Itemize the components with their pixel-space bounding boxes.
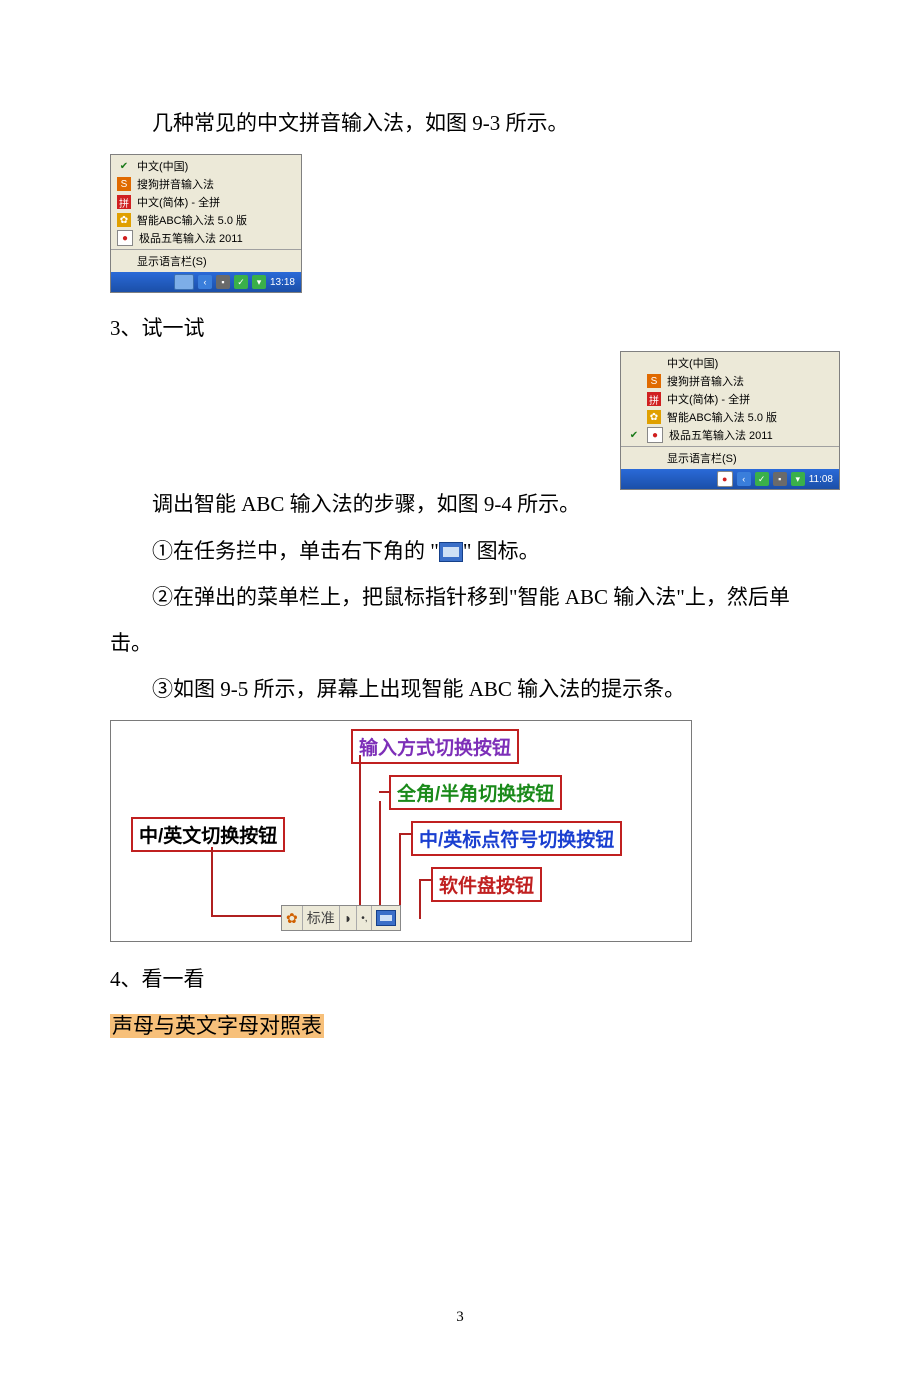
- wubi-icon: ●: [647, 427, 663, 443]
- tray-icon[interactable]: ▾: [252, 275, 266, 289]
- tray-icon[interactable]: ▾: [791, 472, 805, 486]
- wubi-tray-icon[interactable]: ●: [717, 471, 733, 487]
- tray-clock: 11:08: [809, 474, 833, 485]
- ime-menu-label: 极品五笔输入法 2011: [669, 427, 773, 443]
- ime-menu-label: 极品五笔输入法 2011: [139, 230, 243, 246]
- ime-menu-item[interactable]: 拼 中文(简体) - 全拼: [621, 390, 839, 408]
- heading-3: 3、试一试: [110, 305, 810, 351]
- ime-menu-item[interactable]: S 搜狗拼音输入法: [621, 372, 839, 390]
- table-title-text: 声母与英文字母对照表: [110, 1014, 324, 1038]
- taskbar-tray: ● ‹ ✓ ▪ ▾ 11:08: [621, 469, 839, 489]
- blank-icon: [627, 451, 641, 465]
- ime-menu-label: 搜狗拼音输入法: [667, 373, 744, 389]
- quanpin-icon: 拼: [647, 392, 661, 406]
- ime-menu-item[interactable]: ✔ ● 极品五笔输入法 2011: [621, 426, 839, 444]
- ime-menu-label: 智能ABC输入法 5.0 版: [667, 409, 777, 425]
- label-input-mode: 输入方式切换按钮: [351, 729, 519, 764]
- blank-icon: [627, 374, 641, 388]
- ime-menu-item[interactable]: ✔ 中文(中国): [111, 157, 301, 175]
- show-language-bar-label: 显示语言栏(S): [667, 450, 737, 466]
- blank-icon: [627, 410, 641, 424]
- tray-icon[interactable]: ‹: [737, 472, 751, 486]
- callout-line: [399, 833, 413, 835]
- callout-line: [211, 915, 291, 917]
- callout-line: [419, 879, 421, 919]
- callout-line: [379, 791, 391, 793]
- blank-icon: [627, 356, 641, 370]
- ime-menu-label: 中文(中国): [137, 158, 188, 174]
- callout-line: [379, 801, 381, 915]
- step-1-text-a: ①在任务拦中，单击右下角的 ": [152, 539, 439, 563]
- ime-menu-item[interactable]: 拼 中文(简体) - 全拼: [111, 193, 301, 211]
- check-icon: ✔: [627, 428, 641, 442]
- ime-menu-list: 中文(中国) S 搜狗拼音输入法 拼 中文(简体) - 全拼 ✿ 智能ABC输入…: [621, 352, 839, 469]
- ime-menu-list: ✔ 中文(中国) S 搜狗拼音输入法 拼 中文(简体) - 全拼 ✿ 智能ABC…: [111, 155, 301, 272]
- label-cn-en-switch: 中/英文切换按钮: [131, 817, 285, 852]
- ime-menu-label: 搜狗拼音输入法: [137, 176, 214, 192]
- paragraph-intro: 几种常见的中文拼音输入法，如图 9-3 所示。: [110, 100, 810, 146]
- tray-icon[interactable]: ✓: [234, 275, 248, 289]
- show-language-bar-label: 显示语言栏(S): [137, 253, 207, 269]
- ime-half-full-icon[interactable]: ◗: [340, 906, 357, 930]
- figure-9-5: 中/英文切换按钮 输入方式切换按钮 全角/半角切换按钮 中/英标点符号切换按钮 …: [110, 720, 692, 942]
- keyboard-tray-icon[interactable]: [174, 274, 194, 290]
- tray-icon[interactable]: ▪: [773, 472, 787, 486]
- figure-9-4: 中文(中国) S 搜狗拼音输入法 拼 中文(简体) - 全拼 ✿ 智能ABC输入…: [620, 351, 840, 490]
- tray-icon[interactable]: ✓: [755, 472, 769, 486]
- step-2: ②在弹出的菜单栏上，把鼠标指针移到"智能 ABC 输入法"上，然后单击。: [110, 574, 810, 666]
- blank-icon: [627, 392, 641, 406]
- show-language-bar-item[interactable]: 显示语言栏(S): [621, 449, 839, 467]
- ime-menu-item[interactable]: S 搜狗拼音输入法: [111, 175, 301, 193]
- label-punctuation: 中/英标点符号切换按钮: [411, 821, 622, 856]
- label-soft-keyboard: 软件盘按钮: [431, 867, 542, 902]
- figure-9-3: ✔ 中文(中国) S 搜狗拼音输入法 拼 中文(简体) - 全拼 ✿ 智能ABC…: [110, 154, 302, 293]
- sogou-icon: S: [117, 177, 131, 191]
- label-full-half: 全角/半角切换按钮: [389, 775, 562, 810]
- ime-mode-segment[interactable]: 标准: [303, 906, 340, 930]
- ime-menu-label: 智能ABC输入法 5.0 版: [137, 212, 247, 228]
- show-language-bar-item[interactable]: 显示语言栏(S): [111, 252, 301, 270]
- ime-menu-item[interactable]: ✿ 智能ABC输入法 5.0 版: [621, 408, 839, 426]
- ime-menu-label: 中文(简体) - 全拼: [667, 391, 750, 407]
- blank-icon: [647, 356, 661, 370]
- wubi-icon: ●: [117, 230, 133, 246]
- tray-icon[interactable]: ‹: [198, 275, 212, 289]
- abc-icon: ✿: [117, 213, 131, 227]
- ime-menu-label: 中文(中国): [667, 355, 718, 371]
- ime-menu-label: 中文(简体) - 全拼: [137, 194, 220, 210]
- ime-status-bar: ✿ 标准 ◗ •,: [281, 905, 401, 931]
- check-icon: ✔: [117, 159, 131, 173]
- step-3: ③如图 9-5 所示，屏幕上出现智能 ABC 输入法的提示条。: [110, 666, 810, 712]
- menu-separator: [111, 249, 301, 250]
- callout-line: [359, 755, 361, 915]
- abc-icon: ✿: [647, 410, 661, 424]
- tray-icon[interactable]: ▪: [216, 275, 230, 289]
- taskbar-tray: ‹ ▪ ✓ ▾ 13:18: [111, 272, 301, 292]
- page-number: 3: [110, 1309, 810, 1326]
- ime-menu-item[interactable]: ✿ 智能ABC输入法 5.0 版: [111, 211, 301, 229]
- quanpin-icon: 拼: [117, 195, 131, 209]
- callout-line: [211, 847, 213, 915]
- ime-punct-icon[interactable]: •,: [357, 906, 372, 930]
- table-title: 声母与英文字母对照表: [110, 1003, 810, 1049]
- step-1: ①在任务拦中，单击右下角的 " " 图标。: [110, 528, 810, 574]
- sogou-icon: S: [647, 374, 661, 388]
- ime-menu-item[interactable]: 中文(中国): [621, 354, 839, 372]
- menu-separator: [621, 446, 839, 447]
- heading-4: 4、看一看: [110, 956, 810, 1002]
- tray-clock: 13:18: [270, 277, 295, 288]
- blank-icon: [117, 254, 131, 268]
- blank-icon: [647, 451, 661, 465]
- callout-line: [399, 833, 401, 915]
- keyboard-icon: [439, 542, 463, 562]
- ime-logo-icon[interactable]: ✿: [282, 906, 303, 930]
- ime-menu-item[interactable]: ● 极品五笔输入法 2011: [111, 229, 301, 247]
- callout-line: [419, 879, 433, 881]
- ime-softkb-icon[interactable]: [372, 906, 400, 930]
- step-1-text-b: " 图标。: [463, 539, 540, 563]
